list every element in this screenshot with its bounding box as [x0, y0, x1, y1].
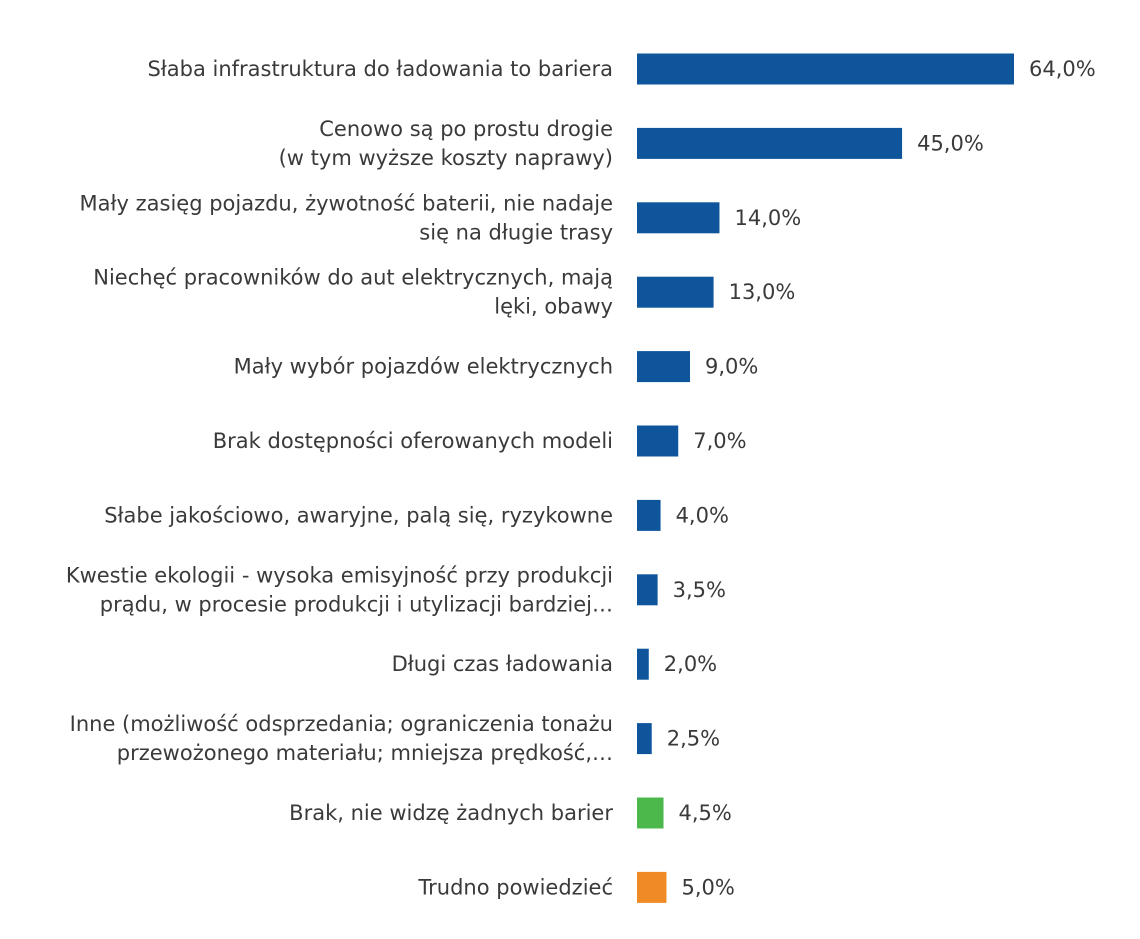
value-label: 13,0% — [729, 280, 796, 304]
category-label-line: Długi czas ładowania — [392, 652, 613, 676]
category-label: Niechęć pracowników do aut elektrycznych… — [93, 266, 613, 319]
category-label-line: się na długie trasy — [419, 220, 613, 244]
category-label-line: Mały wybór pojazdów elektrycznych — [234, 355, 613, 379]
category-label-line: Cenowo są po prostu drogie — [319, 117, 613, 141]
category-label: Długi czas ładowania — [392, 652, 613, 676]
value-labels: 64,0% 45,0% 14,0% 13,0% 9,0% 7,0% 4,0% 3,5% 2,0%… — [664, 57, 1096, 899]
category-label-line: Kwestie ekologii - wysoka emisyjność prz… — [66, 563, 613, 587]
bar — [637, 574, 658, 606]
bar — [637, 871, 667, 903]
category-label-line: Słaba infrastruktura do ładowania to bar… — [147, 57, 613, 81]
category-label: Brak dostępności oferowanych modeli — [213, 429, 613, 453]
bar — [637, 276, 714, 308]
bar — [637, 127, 903, 159]
category-label: Cenowo są po prostu drogie (w tym wyższe … — [279, 117, 613, 170]
value-label: 5,0% — [681, 875, 734, 899]
category-label: Kwestie ekologii - wysoka emisyjność prz… — [66, 563, 613, 616]
bar — [637, 202, 720, 234]
value-label: 45,0% — [917, 131, 984, 155]
bar — [637, 797, 664, 829]
category-label-line: Mały zasięg pojazdu, żywotność baterii, … — [80, 191, 613, 215]
value-label: 4,0% — [676, 503, 729, 527]
value-label: 2,5% — [667, 727, 720, 751]
value-label: 3,5% — [673, 578, 726, 602]
bar — [637, 648, 649, 680]
category-label-line: (w tym wyższe koszty naprawy) — [279, 146, 613, 170]
value-label: 14,0% — [734, 206, 801, 230]
category-label: Inne (możliwość odsprzedania; ograniczen… — [70, 712, 613, 765]
bar — [637, 723, 652, 755]
category-label-line: Niechęć pracowników do aut elektrycznych… — [93, 266, 613, 290]
category-labels: Słaba infrastruktura do ładowania to bar… — [66, 57, 614, 899]
category-label: Słabe jakościowo, awaryjne, palą się, ry… — [104, 503, 613, 527]
category-label: Trudno powiedzieć — [417, 875, 613, 899]
category-label: Mały zasięg pojazdu, żywotność baterii, … — [80, 191, 613, 244]
category-label: Słaba infrastruktura do ładowania to bar… — [147, 57, 613, 81]
bar — [637, 425, 679, 457]
category-label-line: Inne (możliwość odsprzedania; ograniczen… — [70, 712, 613, 736]
bar — [637, 53, 1014, 85]
bar — [637, 351, 691, 383]
value-label: 9,0% — [705, 355, 758, 379]
value-label: 7,0% — [693, 429, 746, 453]
category-label-line: Słabe jakościowo, awaryjne, palą się, ry… — [104, 503, 613, 527]
category-label-line: Brak, nie widzę żadnych barier — [289, 801, 613, 825]
category-label: Brak, nie widzę żadnych barier — [289, 801, 613, 825]
category-label: Mały wybór pojazdów elektrycznych — [234, 355, 613, 379]
category-label-line: przewożonego materiału; mniejsza prędkoś… — [117, 741, 613, 765]
value-label: 4,5% — [679, 801, 732, 825]
category-label-line: lęki, obawy — [494, 295, 613, 319]
value-label: 2,0% — [664, 652, 717, 676]
bars — [637, 53, 1014, 903]
category-label-line: prądu, w procesie produkcji i utylizacji… — [100, 592, 613, 616]
category-label-line: Brak dostępności oferowanych modeli — [213, 429, 613, 453]
bar — [637, 499, 661, 531]
value-label: 64,0% — [1029, 57, 1096, 81]
category-label-line: Trudno powiedzieć — [417, 875, 613, 899]
